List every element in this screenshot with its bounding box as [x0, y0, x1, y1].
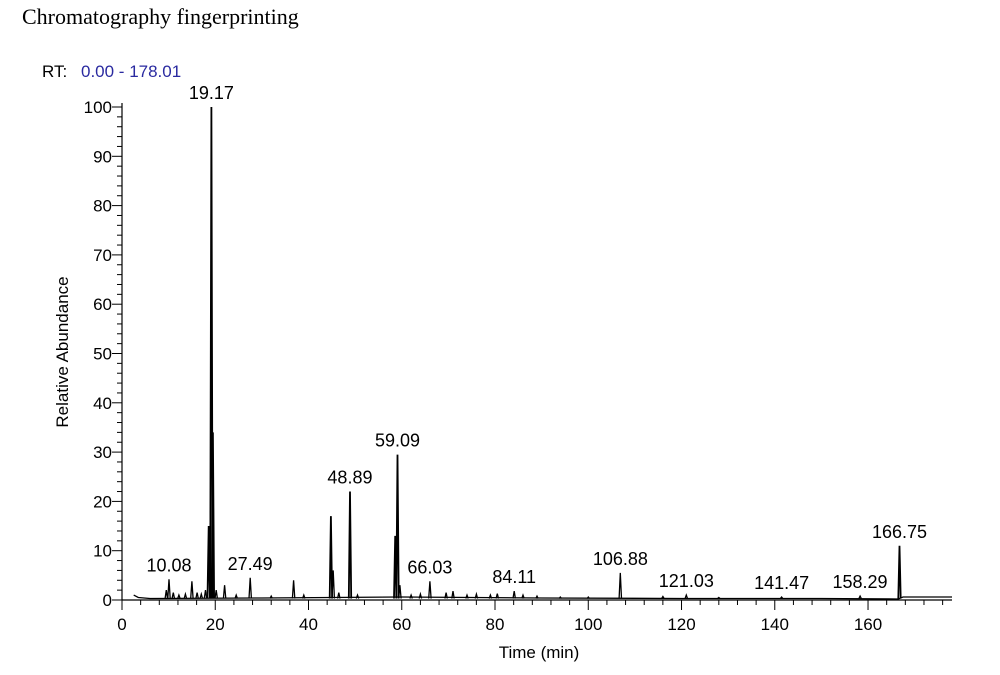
- peak-label: 48.89: [327, 468, 372, 488]
- peak: [195, 592, 199, 599]
- y-tick-label: 80: [93, 197, 112, 216]
- peak-label: 166.75: [872, 522, 927, 542]
- peak: [418, 591, 423, 599]
- baseline-trace: [133, 594, 952, 600]
- peak: [171, 592, 176, 599]
- chromatogram-trace: [133, 106, 952, 600]
- x-tick-label: 80: [486, 615, 505, 634]
- y-tick-label: 30: [93, 443, 112, 462]
- peak: [291, 580, 296, 599]
- x-tick-label: 20: [206, 615, 225, 634]
- peak-label: 158.29: [833, 572, 888, 592]
- peak: [409, 593, 413, 599]
- peak: [521, 593, 525, 599]
- x-tick-label: 140: [761, 615, 789, 634]
- peak: [858, 594, 862, 599]
- y-tick-label: 50: [93, 345, 112, 364]
- x-tick-label: 0: [117, 615, 126, 634]
- peak: [488, 593, 493, 599]
- peak: [451, 590, 455, 599]
- peak: [248, 577, 253, 599]
- peak: [301, 593, 306, 599]
- peak-label: 106.88: [593, 549, 648, 569]
- rt-label: RT:: [42, 62, 67, 81]
- x-tick-label: 100: [574, 615, 602, 634]
- peak: [558, 595, 563, 599]
- peak-label: 19.17: [189, 83, 234, 103]
- peak-label: 27.49: [228, 554, 273, 574]
- peak: [474, 591, 479, 599]
- peak: [199, 591, 204, 599]
- peak: [167, 579, 171, 599]
- y-tick-label: 10: [93, 542, 112, 561]
- peak: [177, 593, 181, 599]
- peak: [779, 595, 784, 599]
- axes: 0 10 20 30 40 50 60 70 80 90 100 0 20 40 60 80 100 120 140…: [84, 98, 952, 634]
- peak: [495, 593, 500, 599]
- peak: [234, 593, 239, 599]
- peak: [428, 581, 432, 599]
- y-tick-label: 0: [103, 591, 112, 610]
- peak: [164, 590, 169, 599]
- peak: [661, 595, 665, 599]
- peak-label: 121.03: [659, 571, 714, 591]
- peak: [269, 594, 273, 599]
- peak: [331, 570, 336, 599]
- y-tick-label: 100: [84, 98, 112, 117]
- x-tick-label: 40: [299, 615, 318, 634]
- peak: [586, 595, 591, 599]
- peak: [684, 593, 689, 599]
- peak: [717, 596, 721, 599]
- peak: [465, 593, 469, 599]
- x-tick-label: 120: [667, 615, 695, 634]
- peak: [210, 432, 215, 599]
- y-axis-title: Relative Abundance: [53, 276, 72, 427]
- y-tick-label: 70: [93, 246, 112, 265]
- peak: [897, 545, 902, 599]
- peak: [190, 581, 194, 599]
- figure-caption: Chromatography fingerprinting: [22, 4, 299, 29]
- peak: [395, 454, 400, 599]
- y-tick-label: 60: [93, 295, 112, 314]
- peak-label: 84.11: [492, 567, 536, 587]
- y-tick-label: 20: [93, 492, 112, 511]
- peak: [398, 585, 402, 599]
- peak: [512, 590, 517, 599]
- peak-label: 10.08: [146, 555, 191, 575]
- y-tick-label: 90: [93, 147, 112, 166]
- peak: [214, 590, 219, 599]
- peak-label: 66.03: [407, 557, 452, 577]
- y-tick-label: 40: [93, 394, 112, 413]
- peak: [618, 572, 623, 599]
- peak-label: 59.09: [375, 431, 420, 451]
- x-axis-title: Time (min): [499, 643, 580, 662]
- peak: [222, 585, 227, 599]
- peak: [355, 593, 360, 599]
- peak: [183, 591, 188, 599]
- peak: [535, 594, 539, 599]
- peak: [336, 592, 341, 599]
- peak: [444, 592, 448, 599]
- peak: [347, 491, 353, 599]
- peak: [328, 516, 333, 599]
- rt-range-value: 0.00 - 178.01: [81, 62, 181, 81]
- x-tick-label: 160: [854, 615, 882, 634]
- x-tick-label: 60: [392, 615, 411, 634]
- peak-label: 141.47: [754, 573, 809, 593]
- peak: [203, 590, 208, 599]
